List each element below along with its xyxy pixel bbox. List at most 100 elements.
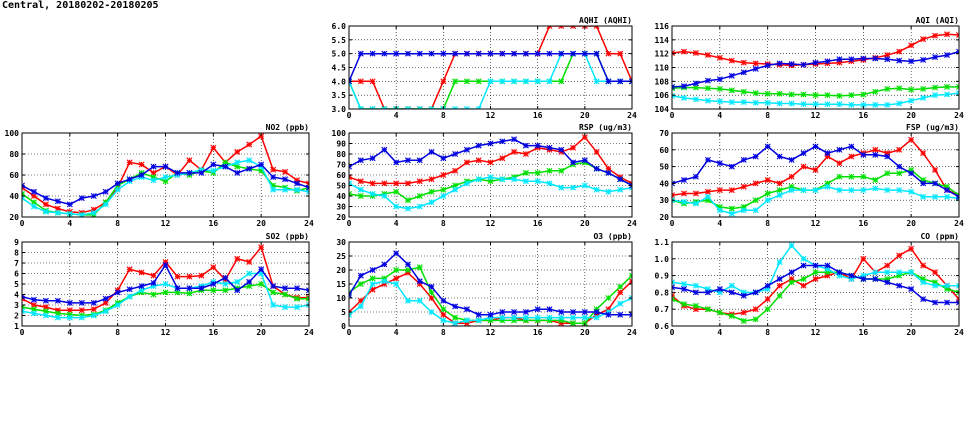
point-blue — [836, 269, 843, 276]
tick-label-y: 5.0 — [332, 50, 347, 59]
point-cyan — [956, 282, 959, 289]
point-cyan — [522, 178, 529, 185]
tick-label-y: 60 — [659, 146, 669, 155]
point-red — [570, 26, 577, 29]
tick-label-x: 20 — [580, 328, 590, 337]
point-blue — [920, 296, 927, 303]
point-red — [138, 269, 145, 276]
point-red — [872, 146, 879, 153]
point-blue — [812, 143, 819, 150]
point-cyan — [404, 205, 411, 212]
point-green — [222, 287, 229, 294]
tick-label-x: 12 — [486, 111, 496, 120]
point-blue — [186, 285, 193, 292]
tick-label-y: 70 — [659, 129, 669, 138]
point-cyan — [872, 101, 879, 108]
point-blue — [162, 262, 169, 269]
point-blue — [440, 50, 447, 57]
point-blue — [692, 289, 699, 296]
point-blue — [306, 184, 309, 191]
tick-label-x: 20 — [906, 328, 916, 337]
chart-title: CO (ppm) — [920, 232, 959, 241]
point-green — [605, 295, 612, 301]
point-red — [704, 188, 711, 195]
point-blue — [776, 275, 783, 282]
point-blue — [764, 62, 771, 69]
point-green — [704, 306, 711, 313]
point-red — [258, 244, 265, 251]
point-cyan — [522, 314, 529, 321]
point-cyan — [788, 242, 795, 249]
tick-label-x: 8 — [441, 111, 446, 120]
point-blue — [558, 309, 565, 315]
point-cyan — [54, 209, 61, 216]
point-green — [416, 193, 423, 199]
point-cyan — [440, 193, 447, 199]
point-blue — [452, 50, 459, 57]
tick-label-y: 15 — [336, 280, 346, 289]
tick-label-x: 0 — [670, 219, 675, 228]
point-blue — [740, 292, 747, 299]
point-red — [570, 144, 577, 151]
tick-label-x: 20 — [256, 219, 266, 228]
tick-label-y: 20 — [659, 213, 669, 222]
point-red — [617, 50, 624, 57]
point-red — [428, 295, 435, 301]
point-red — [42, 201, 49, 208]
tick-label-x: 24 — [627, 219, 637, 228]
point-blue — [54, 198, 61, 205]
point-blue — [692, 80, 699, 87]
point-cyan — [90, 312, 97, 319]
tick-label-y: 106 — [655, 91, 670, 100]
point-cyan — [728, 210, 735, 217]
tick-label-y: 40 — [659, 179, 669, 188]
point-blue — [369, 155, 376, 162]
tick-label-x: 24 — [627, 111, 637, 120]
point-blue — [393, 250, 400, 257]
point-red — [920, 36, 927, 43]
point-blue — [800, 150, 807, 157]
point-blue — [511, 136, 518, 143]
point-cyan — [752, 207, 759, 214]
point-cyan — [788, 100, 795, 107]
point-cyan — [752, 99, 759, 106]
point-red — [896, 48, 903, 55]
point-blue — [546, 144, 553, 151]
point-green — [294, 295, 301, 302]
point-blue — [487, 140, 494, 147]
tick-label-x: 4 — [394, 328, 399, 337]
point-cyan — [452, 106, 459, 109]
point-blue — [908, 58, 915, 65]
point-green — [282, 291, 289, 298]
tick-label-x: 24 — [954, 111, 964, 120]
point-cyan — [487, 78, 494, 85]
point-cyan — [680, 94, 687, 101]
point-blue — [234, 287, 241, 294]
point-cyan — [800, 101, 807, 108]
tick-label-x: 8 — [115, 328, 120, 337]
point-cyan — [896, 187, 903, 194]
point-cyan — [593, 78, 600, 85]
tick-label-y: 1.1 — [655, 238, 670, 247]
tick-label-y: 30 — [659, 196, 669, 205]
point-red — [416, 178, 423, 185]
point-blue — [704, 156, 711, 163]
point-blue — [581, 50, 588, 57]
point-blue — [30, 296, 37, 303]
point-cyan — [812, 101, 819, 108]
point-red — [680, 190, 687, 197]
point-blue — [294, 180, 301, 187]
point-blue — [210, 281, 217, 287]
point-cyan — [475, 317, 482, 324]
point-blue — [258, 161, 265, 168]
series-group — [22, 133, 309, 217]
point-red — [440, 78, 447, 85]
tick-label-x: 16 — [859, 111, 869, 120]
point-cyan — [357, 106, 364, 109]
point-blue — [475, 311, 482, 318]
point-green — [728, 87, 735, 94]
point-red — [932, 32, 939, 39]
point-green — [752, 197, 759, 204]
tick-label-x: 8 — [765, 219, 770, 228]
